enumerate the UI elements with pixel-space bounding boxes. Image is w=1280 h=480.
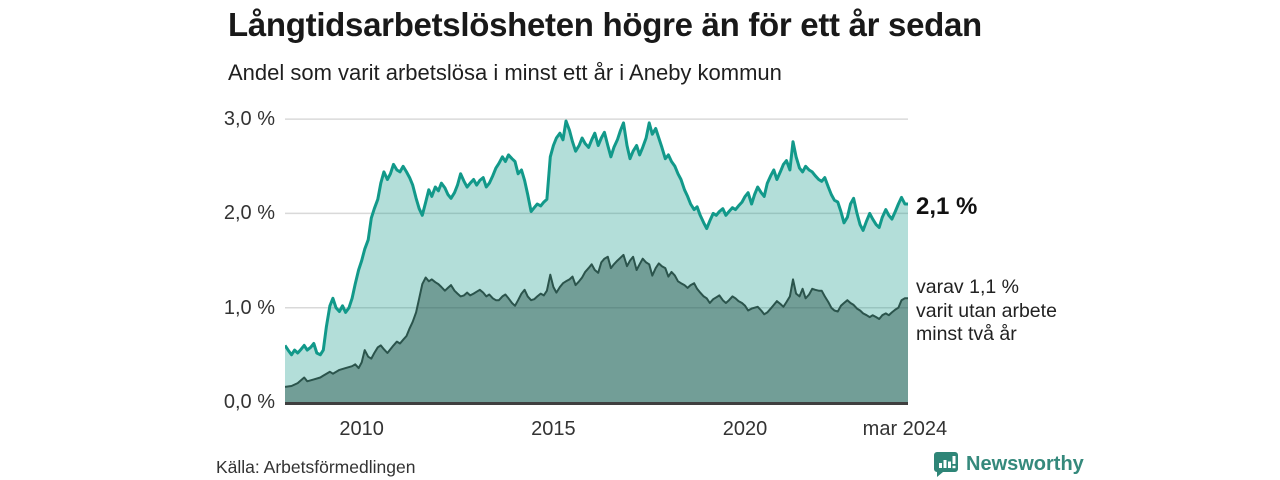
y-tick-label: 2,0 % — [223, 202, 275, 225]
area-two-years — [285, 254, 908, 402]
x-tick-label: 2020 — [722, 418, 768, 440]
y-tick-label: 0,0 % — [223, 391, 275, 413]
area-one-year — [285, 121, 908, 402]
line-one-year — [285, 119, 908, 357]
newsworthy-logo: Newsworthy — [933, 451, 1084, 478]
x-tick-label: 2015 — [531, 418, 576, 440]
annotation-line: varit utan arbete — [916, 299, 1057, 322]
annotation-line: minst två år — [916, 323, 1017, 345]
line-two-years — [285, 253, 908, 388]
unemployment-area-chart — [285, 118, 908, 405]
y-tick-label: 1,0 % — [223, 296, 275, 319]
series-end-value-one-year: 2,1 % — [916, 193, 978, 220]
annotation-line: varav 1,1 % — [916, 276, 1019, 298]
y-tick-label: 3,0 % — [223, 108, 275, 131]
newsworthy-wordmark: Newsworthy — [966, 453, 1084, 475]
source-credit: Källa: Arbetsförmedlingen — [216, 457, 416, 477]
page-title: Långtidsarbetslösheten högre än för ett … — [228, 6, 982, 43]
series-end-label-two-years: varav 1,1 % varit utan arbete minst två … — [916, 276, 1057, 347]
x-tick-label: mar 2024 — [862, 418, 948, 440]
newsworthy-bubble-chart-icon — [934, 452, 958, 477]
x-tick-label: 2010 — [339, 418, 384, 440]
chart-subtitle: Andel som varit arbetslösa i minst ett å… — [228, 60, 782, 85]
